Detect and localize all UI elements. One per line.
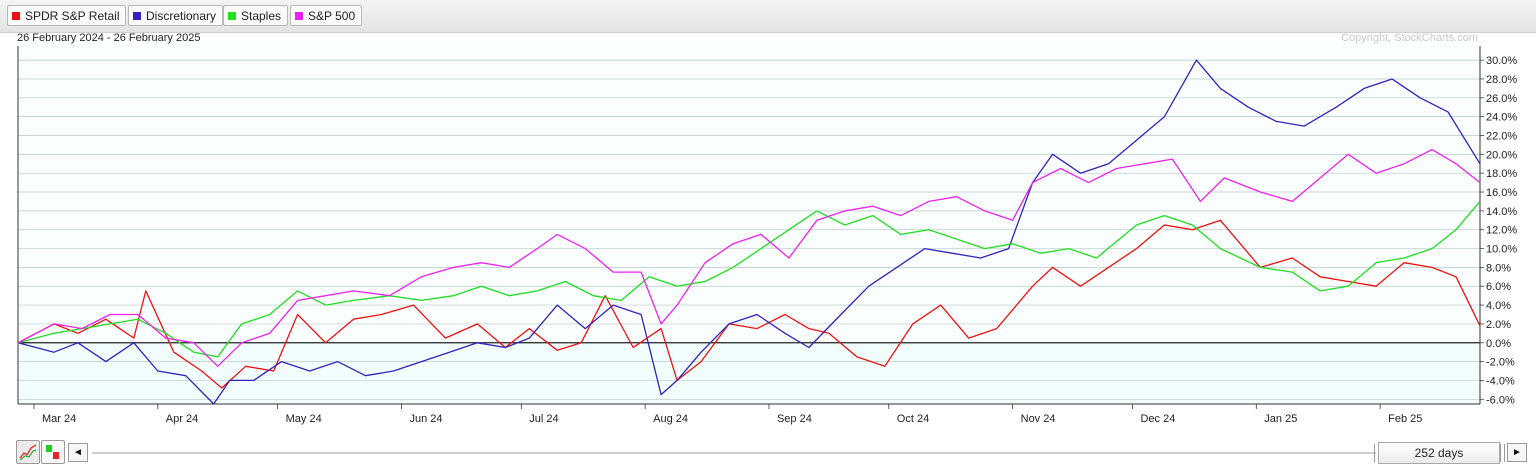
y-tick-label: 4.0%: [1486, 300, 1511, 312]
y-tick-label: 30.0%: [1486, 55, 1517, 67]
legend-label: SPDR S&P Retail: [25, 9, 120, 23]
scroll-left-button[interactable]: ◄: [68, 443, 88, 462]
y-tick-label: 6.0%: [1486, 281, 1511, 293]
legend-label: S&P 500: [308, 9, 356, 23]
line-chart-mode-button[interactable]: [16, 440, 40, 464]
y-tick-label: -4.0%: [1486, 375, 1515, 387]
legend-swatch: [228, 12, 236, 20]
y-tick-label: 10.0%: [1486, 244, 1517, 256]
y-tick-label: 14.0%: [1486, 206, 1517, 218]
series-line-s-p-500: [17, 148, 1481, 367]
series-line-staples: [17, 200, 1481, 358]
legend-item-spdr-sp-retail[interactable]: SPDR S&P Retail: [7, 5, 127, 26]
date-range-slider-track[interactable]: [92, 452, 1376, 454]
y-tick-label: 28.0%: [1486, 74, 1517, 86]
y-tick-label: 18.0%: [1486, 168, 1517, 180]
date-range: 26 February 2024 - 26 February 2025: [17, 32, 201, 44]
bar-chart-mode-button[interactable]: [41, 440, 65, 464]
legend-item-staples[interactable]: Staples: [223, 5, 289, 26]
x-tick-label: Feb 25: [1388, 413, 1422, 425]
plot-area-upper: [18, 46, 1480, 343]
y-tick-label: 16.0%: [1486, 187, 1517, 199]
legend-label: Discretionary: [146, 9, 217, 23]
x-tick-label: Mar 24: [42, 413, 76, 425]
x-tick-label: Sep 24: [777, 413, 812, 425]
legend-swatch: [133, 12, 141, 20]
line-chart-icon: [19, 444, 37, 461]
legend-label: Staples: [241, 9, 282, 23]
performance-chart: 30.0% 28.0% 26.0% 24.0% 22.0% 20.0% 18.0% 16.0%…: [17, 46, 1517, 425]
y-tick-label: -2.0%: [1486, 357, 1515, 369]
scroll-right-button[interactable]: ►: [1507, 443, 1527, 462]
y-tick-label: 24.0%: [1486, 112, 1517, 124]
legend-item-sp-500[interactable]: S&P 500: [290, 5, 363, 26]
y-tick-label: 12.0%: [1486, 225, 1517, 237]
slider-right-handle[interactable]: [1500, 444, 1505, 462]
series-line-discretionary: [17, 59, 1481, 405]
y-tick-label: 26.0%: [1486, 93, 1517, 105]
y-tick-label: 0.0%: [1486, 338, 1511, 350]
chart-toolbar: [0, 436, 1536, 472]
legend-item-discretionary[interactable]: Discretionary: [128, 5, 224, 26]
x-tick-label: Apr 24: [166, 413, 198, 425]
x-tick-label: Jun 24: [409, 413, 442, 425]
x-tick-label: Dec 24: [1140, 413, 1175, 425]
days-range-display: 252 days: [1378, 442, 1500, 464]
x-tick-label: Jul 24: [529, 413, 558, 425]
y-tick-label: 22.0%: [1486, 131, 1517, 143]
y-tick-label: 8.0%: [1486, 262, 1511, 274]
y-tick-label: 20.0%: [1486, 149, 1517, 161]
legend-swatch: [295, 12, 303, 20]
y-tick-label: -6.0%: [1486, 394, 1515, 406]
legend-bar: SPDR S&P Retail Discretionary Staples S&…: [0, 0, 1536, 33]
x-tick-label: Jan 25: [1264, 413, 1297, 425]
legend-swatch: [12, 12, 20, 20]
y-tick-label: 2.0%: [1486, 319, 1511, 331]
x-tick-label: May 24: [286, 413, 322, 425]
x-tick-label: Aug 24: [653, 413, 688, 425]
copyright-notice: Copyright, StockCharts.com: [1341, 32, 1478, 44]
candle-chart-icon: [46, 445, 59, 459]
x-tick-label: Nov 24: [1021, 413, 1056, 425]
x-tick-label: Oct 24: [897, 413, 929, 425]
